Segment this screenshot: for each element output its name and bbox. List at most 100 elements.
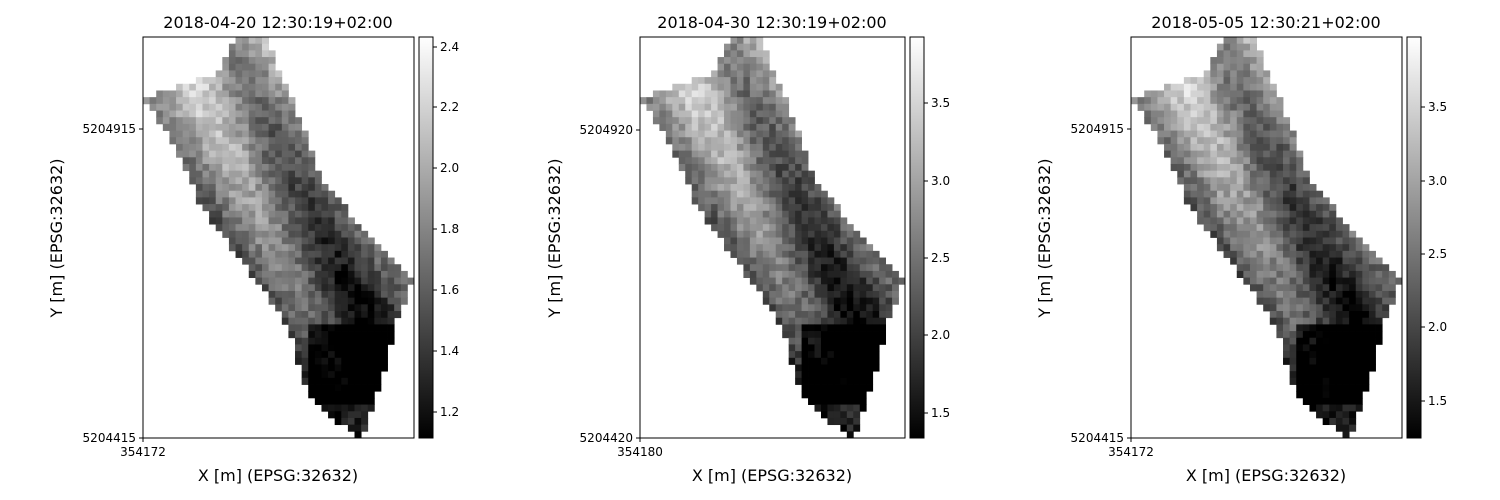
heatmap-cell — [820, 357, 828, 365]
heatmap-cell — [1276, 97, 1284, 105]
heatmap-cells — [143, 37, 415, 439]
heatmap-cell — [361, 357, 369, 365]
heatmap-cell — [1183, 83, 1191, 91]
heatmap-cell — [268, 297, 276, 305]
heatmap-cell — [394, 277, 402, 285]
heatmap-cell — [1355, 371, 1363, 379]
heatmap-cell — [1249, 284, 1257, 292]
heatmap-cell — [1355, 297, 1363, 305]
heatmap-cell — [762, 77, 770, 85]
panel-2: 2018-04-30 12:30:19+02:00520492052044203… — [545, 13, 950, 485]
heatmap-cell — [840, 264, 848, 272]
heatmap-cell — [730, 250, 738, 258]
heatmap-cell — [176, 117, 184, 125]
heatmap-cell — [361, 230, 369, 238]
heatmap-cell — [354, 270, 362, 278]
heatmap-cell — [361, 244, 369, 252]
heatmap-cell — [1309, 244, 1317, 252]
heatmap-cell — [347, 224, 355, 232]
heatmap-cell — [1355, 377, 1363, 385]
heatmap-cell — [1355, 284, 1363, 292]
heatmap-cell — [235, 103, 243, 111]
heatmap-cell — [1289, 250, 1297, 258]
heatmap-cell — [762, 284, 770, 292]
heatmap-cell — [698, 123, 706, 131]
heatmap-cell — [685, 177, 693, 185]
heatmap-cell — [268, 110, 276, 118]
heatmap-cell — [1283, 337, 1291, 345]
heatmap-cell — [801, 270, 809, 278]
heatmap-cell — [347, 270, 355, 278]
heatmap-cell — [1269, 297, 1277, 305]
heatmap-cell — [242, 70, 250, 78]
heatmap-cell — [314, 190, 322, 198]
heatmap-cell — [295, 197, 303, 205]
heatmap-cell — [288, 331, 296, 339]
heatmap-cell — [1349, 297, 1357, 305]
heatmap-cell — [1302, 371, 1310, 379]
heatmap-cell — [1236, 210, 1244, 218]
heatmap-cell — [711, 77, 718, 85]
heatmap-cell — [736, 190, 744, 198]
heatmap-cell — [1157, 90, 1165, 98]
heatmap-cell — [717, 97, 725, 105]
heatmap-cell — [846, 244, 854, 252]
heatmap-cell — [314, 224, 322, 232]
heatmap-cell — [743, 37, 751, 45]
heatmap-cell — [1355, 311, 1363, 319]
heatmap-cell — [1249, 57, 1257, 65]
heatmap-cell — [261, 63, 269, 71]
heatmap-cell — [182, 123, 190, 131]
heatmap-cell — [1203, 197, 1211, 205]
heatmap-cell — [1256, 103, 1264, 111]
heatmap-cell — [711, 204, 718, 212]
heatmap-cell — [1316, 284, 1324, 292]
heatmap-cell — [769, 163, 777, 172]
heatmap-cell — [1329, 384, 1337, 392]
heatmap-cell — [361, 417, 369, 426]
heatmap-cell — [202, 177, 210, 185]
heatmap-cell — [1329, 391, 1337, 399]
heatmap-cell — [295, 157, 303, 165]
heatmap-cell — [261, 197, 269, 205]
heatmap-cell — [1309, 290, 1317, 299]
heatmap-cell — [814, 331, 822, 339]
heatmap-cell — [261, 177, 269, 185]
heatmap-cell — [1276, 217, 1284, 225]
heatmap-cell — [1249, 230, 1257, 238]
heatmap-cell — [814, 184, 822, 192]
heatmap-cell — [801, 337, 809, 345]
heatmap-cell — [820, 304, 828, 312]
heatmap-cell — [195, 143, 203, 152]
heatmap-cell — [756, 217, 764, 225]
heatmap-cell — [228, 137, 236, 145]
heatmap-cell — [762, 230, 770, 238]
heatmap-cell — [1256, 210, 1264, 218]
heatmap-cell — [242, 157, 250, 165]
heatmap-cell — [222, 130, 230, 138]
heatmap-cell — [341, 391, 349, 399]
heatmap-cell — [1170, 83, 1178, 91]
heatmap-cell — [275, 97, 283, 105]
heatmap-cell — [1243, 150, 1251, 158]
heatmap-cell — [685, 103, 693, 111]
heatmap-cell — [879, 270, 887, 278]
heatmap-cell — [762, 297, 770, 305]
heatmap-cell — [672, 130, 680, 138]
heatmap-cell — [782, 324, 790, 332]
heatmap-cell — [827, 411, 835, 419]
heatmap-cell — [743, 143, 751, 152]
heatmap-cell — [762, 163, 770, 172]
heatmap-cell — [1223, 163, 1231, 172]
heatmap-cell — [1309, 250, 1317, 258]
heatmap-cell — [1276, 264, 1284, 272]
heatmap-cell — [202, 163, 210, 172]
heatmap-cell — [328, 217, 336, 225]
heatmap-cell — [1249, 77, 1257, 85]
heatmap-cell — [1335, 377, 1343, 385]
heatmap-cell — [268, 117, 276, 125]
heatmap-cell — [1335, 270, 1343, 278]
heatmap-cell — [678, 123, 686, 131]
heatmap-cell — [1322, 230, 1330, 238]
heatmap-cell — [846, 324, 854, 332]
